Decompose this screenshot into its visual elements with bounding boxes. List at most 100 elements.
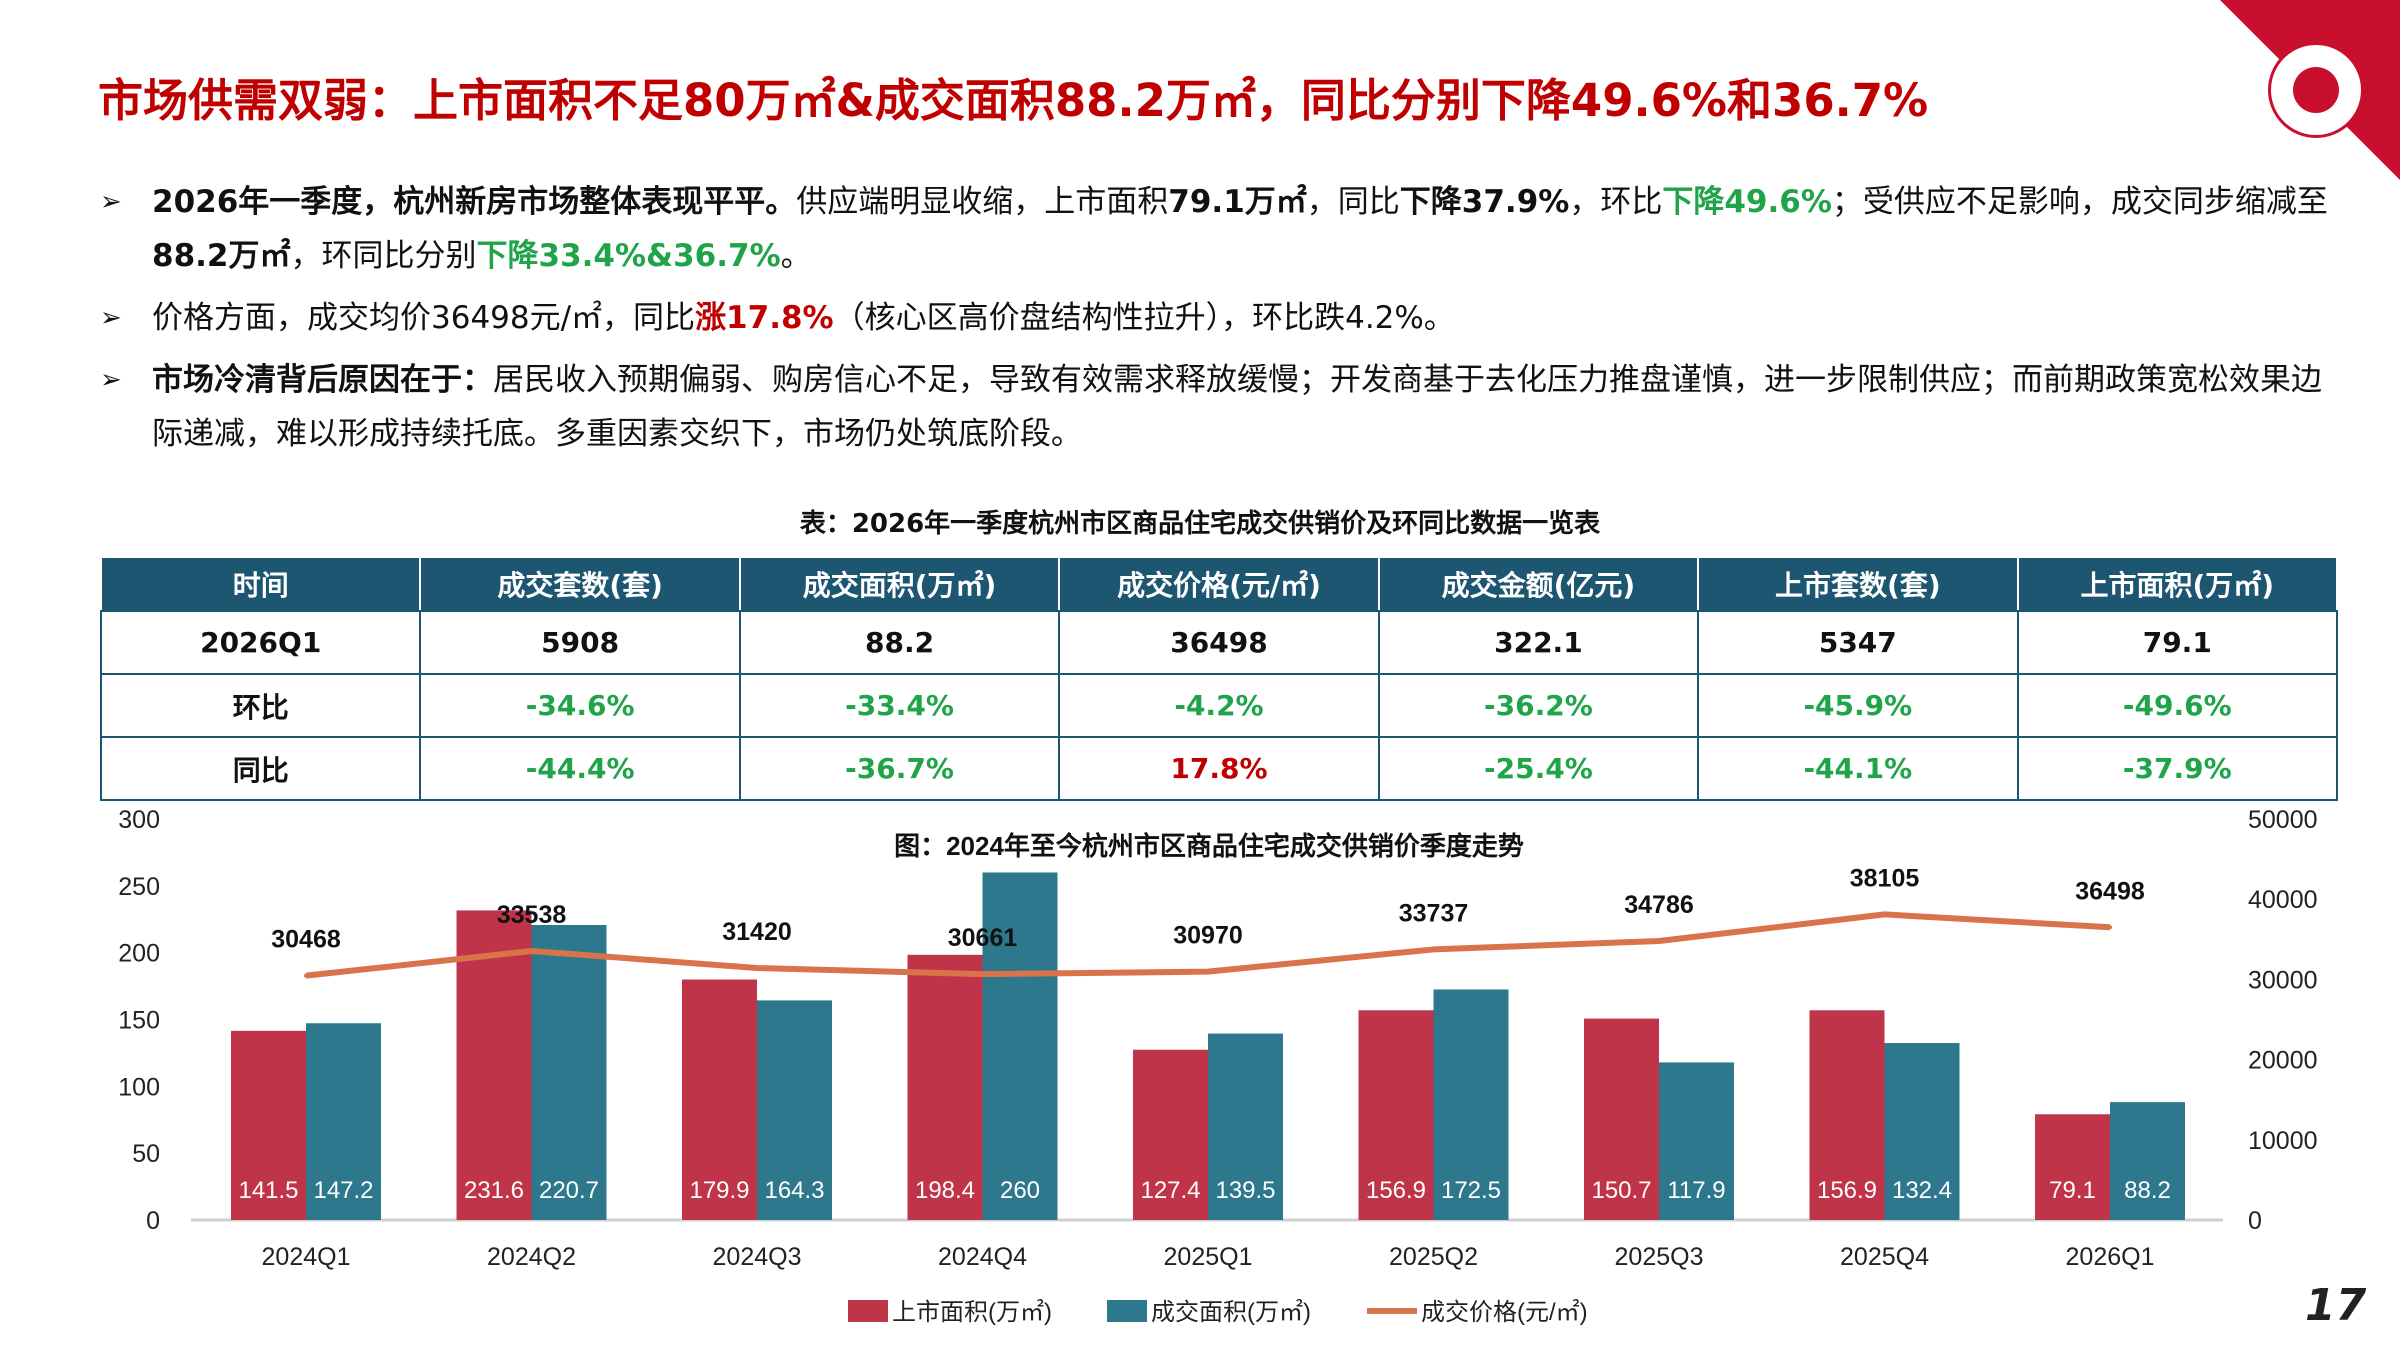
- bar-value-label: 231.6: [464, 1177, 524, 1204]
- transacted-area-bar: [2110, 1102, 2185, 1220]
- table-cell: -36.2%: [1377, 673, 1700, 738]
- right-axis-tick-label: 10000: [2248, 1127, 2318, 1155]
- price-data-label: 30468: [271, 926, 341, 954]
- transacted-area-bar: [1433, 989, 1509, 1220]
- bullet-text-segment: 。: [780, 238, 812, 274]
- trend-chart: 图：2024年至今杭州市区商品住宅成交供销价季度走势 0 50 100 150 200 25…: [118, 806, 2318, 1326]
- bar-value-label: 179.9: [689, 1177, 749, 1204]
- bar-value-label: 147.2: [313, 1177, 373, 1204]
- price-point: [1882, 912, 1887, 917]
- table-cell: -44.1%: [1697, 736, 2019, 801]
- bar-value-label: 88.2: [2124, 1177, 2171, 1204]
- x-axis-tick-label: 2025Q3: [1615, 1243, 1704, 1271]
- listed-area-bar: [1358, 1010, 1434, 1220]
- listed-area-bar: [456, 910, 532, 1220]
- table-cell: 2026Q1: [99, 610, 422, 675]
- bullet-text-segment: （核心区高价盘结构性拉升），环比跌4.2%。: [833, 300, 1455, 336]
- transacted-area-bar: [1659, 1062, 1734, 1220]
- x-axis-tick-label: 2024Q1: [262, 1243, 351, 1271]
- bar-value-label: 132.4: [1892, 1177, 1952, 1204]
- price-point: [1657, 939, 1661, 944]
- bar-value-label: 172.5: [1441, 1177, 1501, 1204]
- table-cell: -45.9%: [1697, 673, 2019, 738]
- bar-value-label: 164.3: [764, 1177, 824, 1204]
- table-caption: 表：2026年一季度杭州市区商品住宅成交供销价及环同比数据一览表: [799, 509, 1601, 539]
- x-axis-tick-label: 2025Q4: [1840, 1243, 1929, 1271]
- listed-area-bar: [231, 1030, 306, 1220]
- table-cell: -25.4%: [1377, 736, 1700, 801]
- transacted-area-bar: [1884, 1043, 1960, 1220]
- bullet-arrow-icon: ➢: [100, 303, 122, 333]
- data-table: 时间 成交套数(套) 成交面积(万㎡) 成交价格(元/㎡) 成交金额(亿元) 上市套数(套…: [99, 556, 2339, 801]
- column-header: 时间: [99, 556, 422, 612]
- bar-value-label: 198.4: [915, 1177, 975, 1204]
- price-data-label: 36498: [2075, 877, 2145, 905]
- listed-area-bar: [1133, 1049, 1208, 1220]
- column-header: 上市面积(万㎡): [2016, 556, 2339, 612]
- bullet-text-segment: 供应端明显收缩，上市面积: [796, 184, 1169, 220]
- bullet-text-segment: ，同比: [1306, 184, 1400, 220]
- table-cell: 5908: [419, 610, 741, 675]
- table-cell: -4.2%: [1058, 673, 1380, 738]
- bullet-item: ➢ 2026年一季度，杭州新房市场整体表现平平。供应端明显收缩，上市面积79.1万…: [100, 175, 2330, 283]
- table-cell: 88.2: [738, 610, 1061, 675]
- left-axis-tick-label: 200: [118, 940, 160, 968]
- x-axis-tick-label: 2024Q4: [938, 1243, 1027, 1271]
- column-header: 成交面积(万㎡): [738, 556, 1061, 612]
- table-cell: -36.7%: [738, 736, 1061, 801]
- bar-value-label: 260: [1000, 1177, 1040, 1204]
- bullet-arrow-icon: ➢: [100, 365, 122, 395]
- chart-title: 图：2024年至今杭州市区商品住宅成交供销价季度走势: [894, 831, 1524, 861]
- bar-value-label: 79.1: [2049, 1177, 2096, 1204]
- table-row: 环比 -34.6% -33.4% -4.2% -36.2% -45.9% -49.6%: [99, 673, 2339, 738]
- column-header: 成交金额(亿元): [1377, 556, 1700, 612]
- china-index-academy-logo: [2268, 42, 2364, 138]
- table-cell: -49.6%: [2016, 673, 2339, 738]
- bullet-item: ➢ 市场冷清背后原因在于：居民收入预期偏弱、购房信心不足，导致有效需求释放缓慢；开…: [100, 353, 2330, 461]
- bullet-text-segment: 居民收入预期偏弱、购房信心不足，导致有效需求释放缓慢；开发商基于去化压力推盘谨慎…: [152, 362, 2322, 452]
- left-axis-tick-label: 50: [132, 1140, 160, 1168]
- table-cell: -33.4%: [738, 673, 1061, 738]
- table-row: 2026Q1 5908 88.2 36498 322.1 5347 79.1: [99, 610, 2339, 675]
- page-number: 17: [2305, 1280, 2367, 1331]
- price-point: [2108, 925, 2112, 930]
- left-axis-tick-label: 250: [118, 873, 160, 901]
- price-point: [529, 949, 534, 954]
- price-point: [1431, 947, 1436, 952]
- bullet-text-segment: ，环同比分别: [290, 238, 477, 274]
- table-header-row: 时间 成交套数(套) 成交面积(万㎡) 成交价格(元/㎡) 成交金额(亿元) 上市套数(套…: [99, 556, 2339, 612]
- price-point: [1206, 969, 1210, 974]
- price-data-label: 30661: [948, 924, 1018, 952]
- right-axis-tick-label: 30000: [2248, 966, 2318, 994]
- legend-label: 成交面积(万㎡): [1151, 1299, 1311, 1326]
- x-axis-tick-label: 2025Q2: [1389, 1243, 1478, 1271]
- bar-value-label: 156.9: [1366, 1177, 1426, 1204]
- table-cell: -34.6%: [419, 673, 741, 738]
- legend-label: 成交价格(元/㎡): [1421, 1299, 1588, 1326]
- table-cell: 36498: [1058, 610, 1380, 675]
- bar-value-label: 141.5: [238, 1177, 298, 1204]
- bullet-arrow-icon: ➢: [100, 187, 122, 217]
- right-axis-tick-label: 20000: [2248, 1047, 2318, 1075]
- table-cell: 同比: [99, 736, 422, 801]
- transacted-area-bar: [306, 1023, 381, 1220]
- listed-area-bar: [2035, 1114, 2110, 1220]
- table-row: 同比 -44.4% -36.7% 17.8% -25.4% -44.1% -37.9%: [99, 736, 2339, 801]
- x-axis-tick-label: 2026Q1: [2066, 1243, 2155, 1271]
- price-data-label: 38105: [1850, 864, 1920, 892]
- table-cell: -44.4%: [419, 736, 741, 801]
- transacted-area-bar: [531, 924, 607, 1220]
- bullet-text-segment: 下降37.9%: [1399, 184, 1570, 220]
- price-point: [755, 966, 759, 971]
- bar-value-label: 220.7: [539, 1177, 599, 1204]
- price-data-label: 33737: [1399, 899, 1469, 927]
- bullet-text-segment: 2026年一季度，杭州新房市场整体表现平平。: [152, 184, 797, 220]
- bullet-text-segment: 涨17.8%: [695, 300, 834, 336]
- x-axis-tick-label: 2024Q2: [487, 1243, 576, 1271]
- bullet-list: ➢ 2026年一季度，杭州新房市场整体表现平平。供应端明显收缩，上市面积79.1万…: [100, 175, 2330, 469]
- transacted-area-bar: [982, 872, 1058, 1220]
- right-axis-tick-label: 50000: [2248, 806, 2318, 834]
- right-axis-tick-label: 40000: [2248, 886, 2318, 914]
- x-axis-tick-label: 2025Q1: [1164, 1243, 1253, 1271]
- bar-value-label: 117.9: [1667, 1177, 1725, 1204]
